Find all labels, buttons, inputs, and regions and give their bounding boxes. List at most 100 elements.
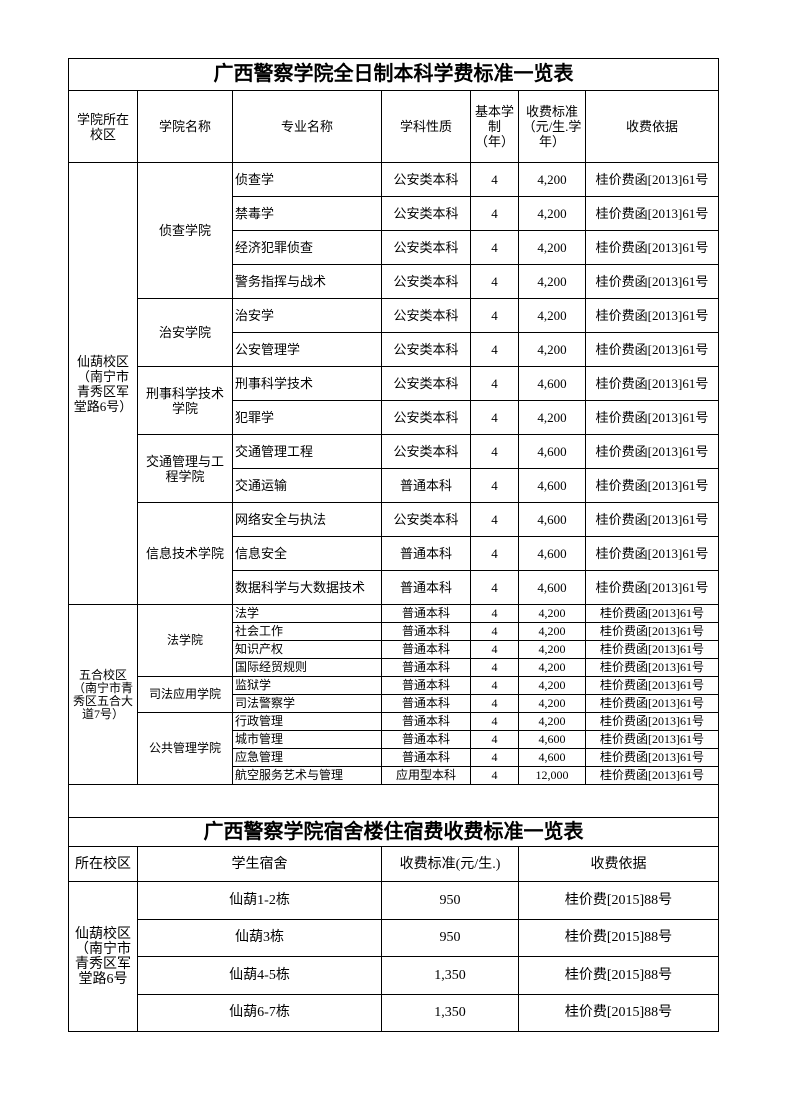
major-type: 普通本科 bbox=[381, 536, 471, 571]
major-basis: 桂价费函[2013]61号 bbox=[595, 444, 709, 459]
basis-cell: 桂价费函[2013]61号 bbox=[584, 196, 720, 231]
major-years: 4 bbox=[470, 604, 519, 623]
major-type: 普通本科 bbox=[381, 622, 471, 641]
major-name: 网络安全与执法 bbox=[232, 502, 382, 537]
major-years: 4 bbox=[470, 400, 519, 435]
header-cell: 学科性质 bbox=[381, 90, 471, 163]
major-name: 行政管理 bbox=[232, 712, 382, 731]
basis-cell: 桂价费函[2013]61号 bbox=[584, 748, 720, 767]
major-years: 4 bbox=[470, 230, 519, 265]
major-fee: 4,200 bbox=[518, 640, 586, 659]
basis-cell: 桂价费函[2013]61号 bbox=[584, 730, 720, 749]
header-cell: 收费标准(元/生.) bbox=[381, 846, 519, 882]
major-row: 交通运输 普通本科 4 4,600 桂价费函[2013]61号 bbox=[69, 468, 720, 503]
college-cell: 司法应用学院 bbox=[137, 676, 233, 713]
tables: 广西警察学院全日制本科学费标准一览表 学院所在校区 学院名称 专业名称 学科性质 基本学制… bbox=[67, 58, 720, 1032]
major-type: 普通本科 bbox=[381, 676, 471, 695]
major-years: 4 bbox=[470, 264, 519, 299]
major-fee: 4,200 bbox=[518, 332, 586, 367]
major-fee: 12,000 bbox=[518, 766, 586, 785]
major-row: 经济犯罪侦查 公安类本科 4 4,200 桂价费函[2013]61号 bbox=[69, 230, 720, 265]
major-type: 公安类本科 bbox=[381, 196, 471, 231]
major-type: 公安类本科 bbox=[381, 230, 471, 265]
major-row: 国际经贸规则 普通本科 4 4,200 桂价费函[2013]61号 bbox=[69, 658, 720, 677]
major-fee: 4,200 bbox=[518, 604, 586, 623]
dorm-row: 仙葫6-7栋 1,350 桂价费[2015]88号 bbox=[69, 993, 719, 1032]
major-row: 社会工作 普通本科 4 4,200 桂价费函[2013]61号 bbox=[69, 622, 720, 641]
major-row: 司法应用学院 监狱学 普通本科 4 4,200 桂价费函[2013]61号 bbox=[69, 676, 720, 713]
major-years: 4 bbox=[470, 766, 519, 785]
major-basis: 桂价费函[2013]61号 bbox=[600, 769, 704, 782]
major-fee: 4,600 bbox=[518, 730, 586, 749]
major-name: 社会工作 bbox=[232, 622, 382, 641]
basis-cell: 桂价费函[2013]61号 bbox=[584, 622, 720, 641]
major-years: 4 bbox=[470, 730, 519, 749]
major-years: 4 bbox=[470, 622, 519, 641]
major-name: 经济犯罪侦查 bbox=[232, 230, 382, 265]
major-type: 公安类本科 bbox=[381, 332, 471, 367]
major-years: 4 bbox=[470, 332, 519, 367]
major-name: 警务指挥与战术 bbox=[232, 264, 382, 299]
major-type: 普通本科 bbox=[381, 640, 471, 659]
major-type: 公安类本科 bbox=[381, 434, 471, 469]
table-title: 广西警察学院宿舍楼住宿费收费标准一览表 bbox=[68, 818, 719, 847]
major-name: 法学 bbox=[232, 604, 382, 623]
major-fee: 4,600 bbox=[518, 468, 586, 503]
dorm-basis: 桂价费[2015]88号 bbox=[518, 881, 719, 920]
college-cell: 交通管理与工程学院 bbox=[137, 434, 233, 503]
dorm-name: 仙葫3栋 bbox=[137, 918, 382, 957]
major-row: 五合校区（南宁市青秀区五合大道7号） 法学院 法学 普通本科 4 4,200 桂价费函[20… bbox=[68, 604, 720, 785]
major-type: 公安类本科 bbox=[381, 502, 471, 537]
major-fee: 4,200 bbox=[518, 400, 586, 435]
dorm-row: 仙葫4-5栋 1,350 桂价费[2015]88号 bbox=[69, 956, 719, 995]
major-row: 航空服务艺术与管理 应用型本科 4 12,000 桂价费函[2013]61号 bbox=[69, 766, 720, 785]
header-cell: 基本学制（年） bbox=[470, 90, 519, 163]
major-row: 信息技术学院 网络安全与执法 公安类本科 4 4,600 桂价费函[2013]61号 bbox=[69, 502, 720, 605]
major-name: 犯罪学 bbox=[232, 400, 382, 435]
major-row: 刑事科学技术学院 刑事科学技术 公安类本科 4 4,600 桂价费函[2013]61号 bbox=[69, 366, 720, 435]
major-basis: 桂价费函[2013]61号 bbox=[595, 274, 709, 289]
major-name: 司法警察学 bbox=[232, 694, 382, 713]
college-cell: 法学院 bbox=[137, 604, 233, 677]
table-title: 广西警察学院全日制本科学费标准一览表 bbox=[67, 58, 720, 91]
dorm-name: 仙葫1-2栋 bbox=[137, 881, 382, 920]
major-basis: 桂价费函[2013]61号 bbox=[600, 715, 704, 728]
basis-cell: 桂价费函[2013]61号 bbox=[584, 570, 720, 605]
major-basis: 桂价费函[2013]61号 bbox=[595, 580, 709, 595]
major-row: 犯罪学 公安类本科 4 4,200 桂价费函[2013]61号 bbox=[69, 400, 720, 435]
major-basis: 桂价费函[2013]61号 bbox=[595, 342, 709, 357]
campus-cell: 仙葫校区（南宁市青秀区军堂路6号） bbox=[68, 162, 138, 605]
major-row: 仙葫校区（南宁市青秀区军堂路6号） 侦查学院 侦查学 公安类本科 4 4,200 桂价费函[… bbox=[68, 162, 720, 605]
dorm-basis: 桂价费[2015]88号 bbox=[518, 993, 719, 1032]
major-name: 刑事科学技术 bbox=[232, 366, 382, 401]
blank-cell bbox=[67, 784, 720, 818]
dorm-name: 仙葫6-7栋 bbox=[137, 993, 382, 1032]
major-fee: 4,600 bbox=[518, 502, 586, 537]
major-basis: 桂价费函[2013]61号 bbox=[595, 206, 709, 221]
major-type: 普通本科 bbox=[381, 712, 471, 731]
basis-cell: 桂价费函[2013]61号 bbox=[584, 468, 720, 503]
major-type: 普通本科 bbox=[381, 468, 471, 503]
major-basis: 桂价费函[2013]61号 bbox=[595, 240, 709, 255]
major-type: 公安类本科 bbox=[381, 264, 471, 299]
basis-cell: 桂价费函[2013]61号 bbox=[584, 536, 720, 571]
header-row: 所在校区 学生宿舍 收费标准(元/生.) 收费依据 bbox=[68, 846, 719, 882]
dorm-row: 仙葫校区（南宁市青秀区军堂路6号 仙葫1-2栋 950 桂价费[2015]88号 bbox=[68, 881, 719, 1032]
dorm-fee: 950 bbox=[381, 918, 519, 957]
major-years: 4 bbox=[470, 658, 519, 677]
major-row: 知识产权 普通本科 4 4,200 桂价费函[2013]61号 bbox=[69, 640, 720, 659]
major-type: 公安类本科 bbox=[381, 162, 471, 197]
major-row: 公安管理学 公安类本科 4 4,200 桂价费函[2013]61号 bbox=[69, 332, 720, 367]
major-type: 公安类本科 bbox=[381, 298, 471, 333]
major-name: 信息安全 bbox=[232, 536, 382, 571]
basis-cell: 桂价费函[2013]61号 bbox=[584, 694, 720, 713]
major-row: 禁毒学 公安类本科 4 4,200 桂价费函[2013]61号 bbox=[69, 196, 720, 231]
major-years: 4 bbox=[470, 570, 519, 605]
major-years: 4 bbox=[470, 748, 519, 767]
major-row: 数据科学与大数据技术 普通本科 4 4,600 桂价费函[2013]61号 bbox=[69, 570, 720, 605]
header-cell: 学院所在校区 bbox=[68, 90, 138, 163]
major-name: 国际经贸规则 bbox=[232, 658, 382, 677]
major-basis: 桂价费函[2013]61号 bbox=[600, 733, 704, 746]
major-name: 应急管理 bbox=[232, 748, 382, 767]
dorm-row: 仙葫3栋 950 桂价费[2015]88号 bbox=[69, 918, 719, 957]
